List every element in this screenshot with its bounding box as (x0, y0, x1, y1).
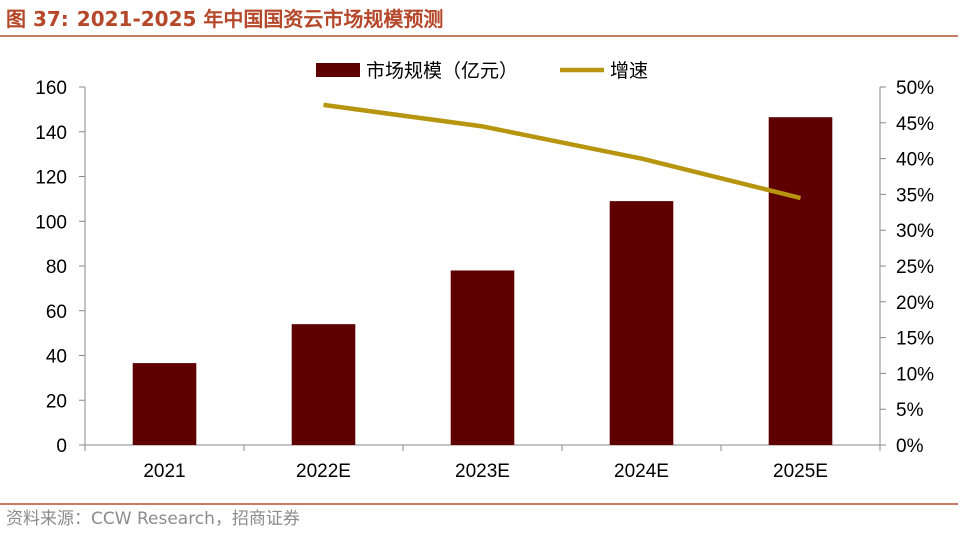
y2-tick-label: 10% (896, 364, 934, 385)
source-rule (0, 503, 958, 505)
y2-tick-label: 5% (896, 400, 924, 421)
y2-tick-label: 20% (896, 293, 934, 314)
bar-market-size (291, 324, 356, 445)
source-note: 资料来源：CCW Research，招商证券 (6, 509, 300, 529)
title-rule (0, 35, 958, 37)
y-tick-label: 0 (56, 436, 67, 457)
y-tick-label: 120 (35, 168, 67, 189)
legend-line-label: 增速 (610, 60, 648, 82)
y2-tick-label: 45% (896, 114, 934, 135)
bar-market-size (450, 270, 515, 445)
y2-tick-label: 0% (896, 436, 924, 457)
y2-tick-label: 35% (896, 185, 934, 206)
legend-bar-label: 市场规模（亿元） (366, 60, 518, 82)
y-tick-label: 60 (46, 302, 67, 323)
y-tick-label: 140 (35, 123, 67, 144)
y-tick-label: 160 (35, 78, 67, 99)
x-tick-label: 2025E (773, 461, 828, 482)
y-tick-label: 20 (46, 391, 67, 412)
x-tick-label: 2022E (296, 461, 351, 482)
market-size-chart: 0 20 40 60 80 100 120 140 160 0% 5% 10% 15% 20% 25% 30%… (35, 60, 934, 482)
x-tick-label: 2023E (455, 461, 510, 482)
y-tick-label: 100 (35, 212, 67, 233)
bar-market-size (609, 201, 674, 445)
figure-title-text: 2021-2025 年中国国资云市场规模预测 (76, 7, 444, 31)
figure-number: 图 37: (6, 7, 69, 31)
y2-tick-label: 30% (896, 221, 934, 242)
bar-market-size (768, 117, 833, 446)
y-tick-label: 40 (46, 347, 67, 368)
y-tick-label: 80 (46, 257, 67, 278)
x-tick-label: 2021 (143, 461, 185, 482)
bar-market-size (132, 363, 197, 445)
figure-title: 图 37: 2021-2025 年中国国资云市场规模预测 (6, 4, 443, 34)
line-growth-rate (323, 102, 802, 201)
y2-tick-label: 40% (896, 150, 934, 171)
y2-tick-label: 15% (896, 329, 934, 350)
legend-bar-swatch (316, 63, 360, 77)
y2-tick-label: 25% (896, 257, 934, 278)
y2-tick-label: 50% (896, 78, 934, 99)
x-tick-label: 2024E (614, 461, 669, 482)
